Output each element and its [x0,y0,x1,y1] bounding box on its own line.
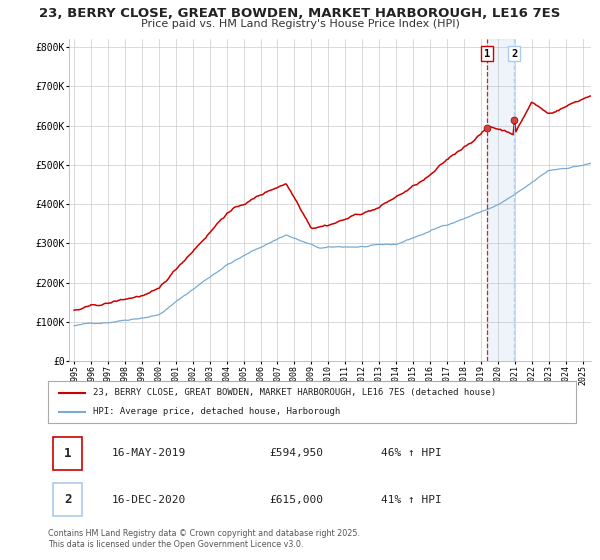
Text: 16-MAY-2019: 16-MAY-2019 [112,449,185,459]
Text: Contains HM Land Registry data © Crown copyright and database right 2025.
This d: Contains HM Land Registry data © Crown c… [48,529,360,549]
Text: 16-DEC-2020: 16-DEC-2020 [112,494,185,505]
Text: £594,950: £594,950 [270,449,324,459]
FancyBboxPatch shape [53,483,82,516]
Text: 23, BERRY CLOSE, GREAT BOWDEN, MARKET HARBOROUGH, LE16 7ES: 23, BERRY CLOSE, GREAT BOWDEN, MARKET HA… [40,7,560,20]
Text: 1: 1 [484,49,490,59]
Text: 23, BERRY CLOSE, GREAT BOWDEN, MARKET HARBOROUGH, LE16 7ES (detached house): 23, BERRY CLOSE, GREAT BOWDEN, MARKET HA… [93,388,496,397]
Text: HPI: Average price, detached house, Harborough: HPI: Average price, detached house, Harb… [93,407,340,417]
Text: 2: 2 [511,49,517,59]
Text: £615,000: £615,000 [270,494,324,505]
Text: 41% ↑ HPI: 41% ↑ HPI [380,494,442,505]
Text: 46% ↑ HPI: 46% ↑ HPI [380,449,442,459]
FancyBboxPatch shape [53,437,82,470]
Text: 1: 1 [64,447,71,460]
Text: 2: 2 [64,493,71,506]
Text: Price paid vs. HM Land Registry's House Price Index (HPI): Price paid vs. HM Land Registry's House … [140,19,460,29]
Bar [487,39,514,361]
